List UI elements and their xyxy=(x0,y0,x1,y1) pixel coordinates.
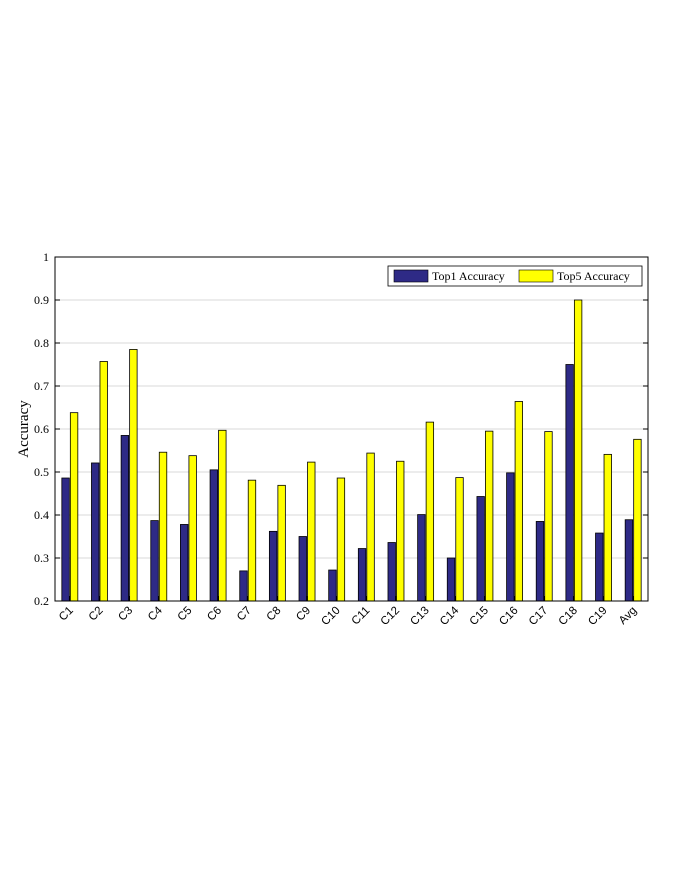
y-tick-label: 0.5 xyxy=(34,465,49,479)
x-tick-label: C9 xyxy=(294,605,313,624)
legend-label-top5: Top5 Accuracy xyxy=(557,269,630,283)
bar-top1-c6 xyxy=(209,469,218,602)
y-tick-label: 1 xyxy=(43,250,49,264)
bar-top5-c14 xyxy=(455,477,464,602)
x-tick-label: C17 xyxy=(527,605,550,628)
bar-top1-c8 xyxy=(268,530,278,602)
legend-swatch-top5 xyxy=(518,269,554,283)
bar-top1-c10 xyxy=(328,569,337,602)
bar-top5-avg xyxy=(633,438,642,602)
bar-top5-c12 xyxy=(396,460,405,602)
x-tick-label: Avg xyxy=(617,605,639,627)
x-tick-label: C1 xyxy=(57,605,76,624)
y-tick-label: 0.3 xyxy=(34,551,49,565)
bar-top1-c4 xyxy=(150,520,159,602)
y-tick-label: 0.6 xyxy=(34,422,49,436)
grid-lines xyxy=(55,299,648,559)
bar-top1-c11 xyxy=(357,548,367,602)
x-tick-label: C16 xyxy=(497,605,520,628)
bar-top1-c15 xyxy=(476,496,485,602)
bar-top5-c8 xyxy=(277,484,286,602)
bar-top5-c2 xyxy=(99,361,108,602)
bar-top5-c13 xyxy=(425,421,435,602)
y-tick-label: 0.2 xyxy=(34,594,49,608)
bar-top1-c3 xyxy=(120,435,130,602)
y-tick-label: 0.9 xyxy=(34,293,49,307)
bar-top1-c16 xyxy=(506,472,515,602)
bar-top5-c11 xyxy=(366,452,375,602)
bar-top1-c18 xyxy=(565,364,574,602)
bar-top1-c5 xyxy=(180,524,189,602)
x-tick-label: C3 xyxy=(116,605,135,624)
x-tick-label: C14 xyxy=(438,604,462,628)
y-tick-label: 0.7 xyxy=(34,379,49,393)
bar-top5-c4 xyxy=(158,451,168,602)
bar-top5-c18 xyxy=(573,299,583,602)
x-tick-label: C18 xyxy=(557,605,580,628)
x-tick-label: C12 xyxy=(379,605,402,628)
bar-top1-c7 xyxy=(239,570,248,602)
legend: Top1 Accuracy Top5 Accuracy xyxy=(387,265,643,287)
x-tick-label: C6 xyxy=(205,605,224,624)
bar-series xyxy=(61,299,642,602)
bar-top1-c9 xyxy=(298,536,307,602)
bar-top1-c1 xyxy=(61,477,70,602)
bar-top1-c14 xyxy=(446,557,456,602)
y-axis-ticks: 0.2 0.3 0.4 0.5 0.6 0.7 0.8 0.9 1 xyxy=(34,250,648,608)
bar-top5-c6 xyxy=(218,429,227,602)
bar-top1-c19 xyxy=(595,532,604,602)
x-tick-label: C8 xyxy=(265,605,284,624)
bar-top5-c7 xyxy=(247,479,257,602)
bar-top1-avg xyxy=(624,519,634,602)
x-tick-label: C2 xyxy=(87,605,106,624)
legend-box xyxy=(387,265,643,287)
x-tick-label: C5 xyxy=(176,605,195,624)
bar-top1-c13 xyxy=(417,514,426,602)
bar-top5-c17 xyxy=(544,431,553,602)
bar-top5-c10 xyxy=(336,477,346,602)
bar-top5-c9 xyxy=(307,461,316,602)
bar-top1-c2 xyxy=(91,462,100,602)
bar-top5-c15 xyxy=(485,430,494,602)
y-tick-label: 0.4 xyxy=(34,508,49,522)
bar-top5-c5 xyxy=(188,455,197,602)
bar-top5-c19 xyxy=(603,453,612,602)
x-tick-label: C15 xyxy=(468,605,491,628)
y-tick-label: 0.8 xyxy=(34,336,49,350)
legend-swatch-top1 xyxy=(393,269,429,283)
y-axis-label: Accuracy xyxy=(16,400,32,458)
bar-top5-c1 xyxy=(69,412,79,602)
legend-label-top1: Top1 Accuracy xyxy=(432,269,505,283)
x-tick-label: C19 xyxy=(586,605,609,628)
bar-top5-c16 xyxy=(514,401,523,602)
x-tick-label: C13 xyxy=(408,605,431,628)
bar-top1-c12 xyxy=(387,542,396,602)
x-tick-label: C4 xyxy=(146,604,165,623)
x-tick-label: C7 xyxy=(235,605,254,624)
bar-top1-c17 xyxy=(535,521,545,602)
x-tick-label: C11 xyxy=(350,605,373,628)
x-tick-label: C10 xyxy=(319,605,342,628)
bar-top5-c3 xyxy=(129,349,138,602)
